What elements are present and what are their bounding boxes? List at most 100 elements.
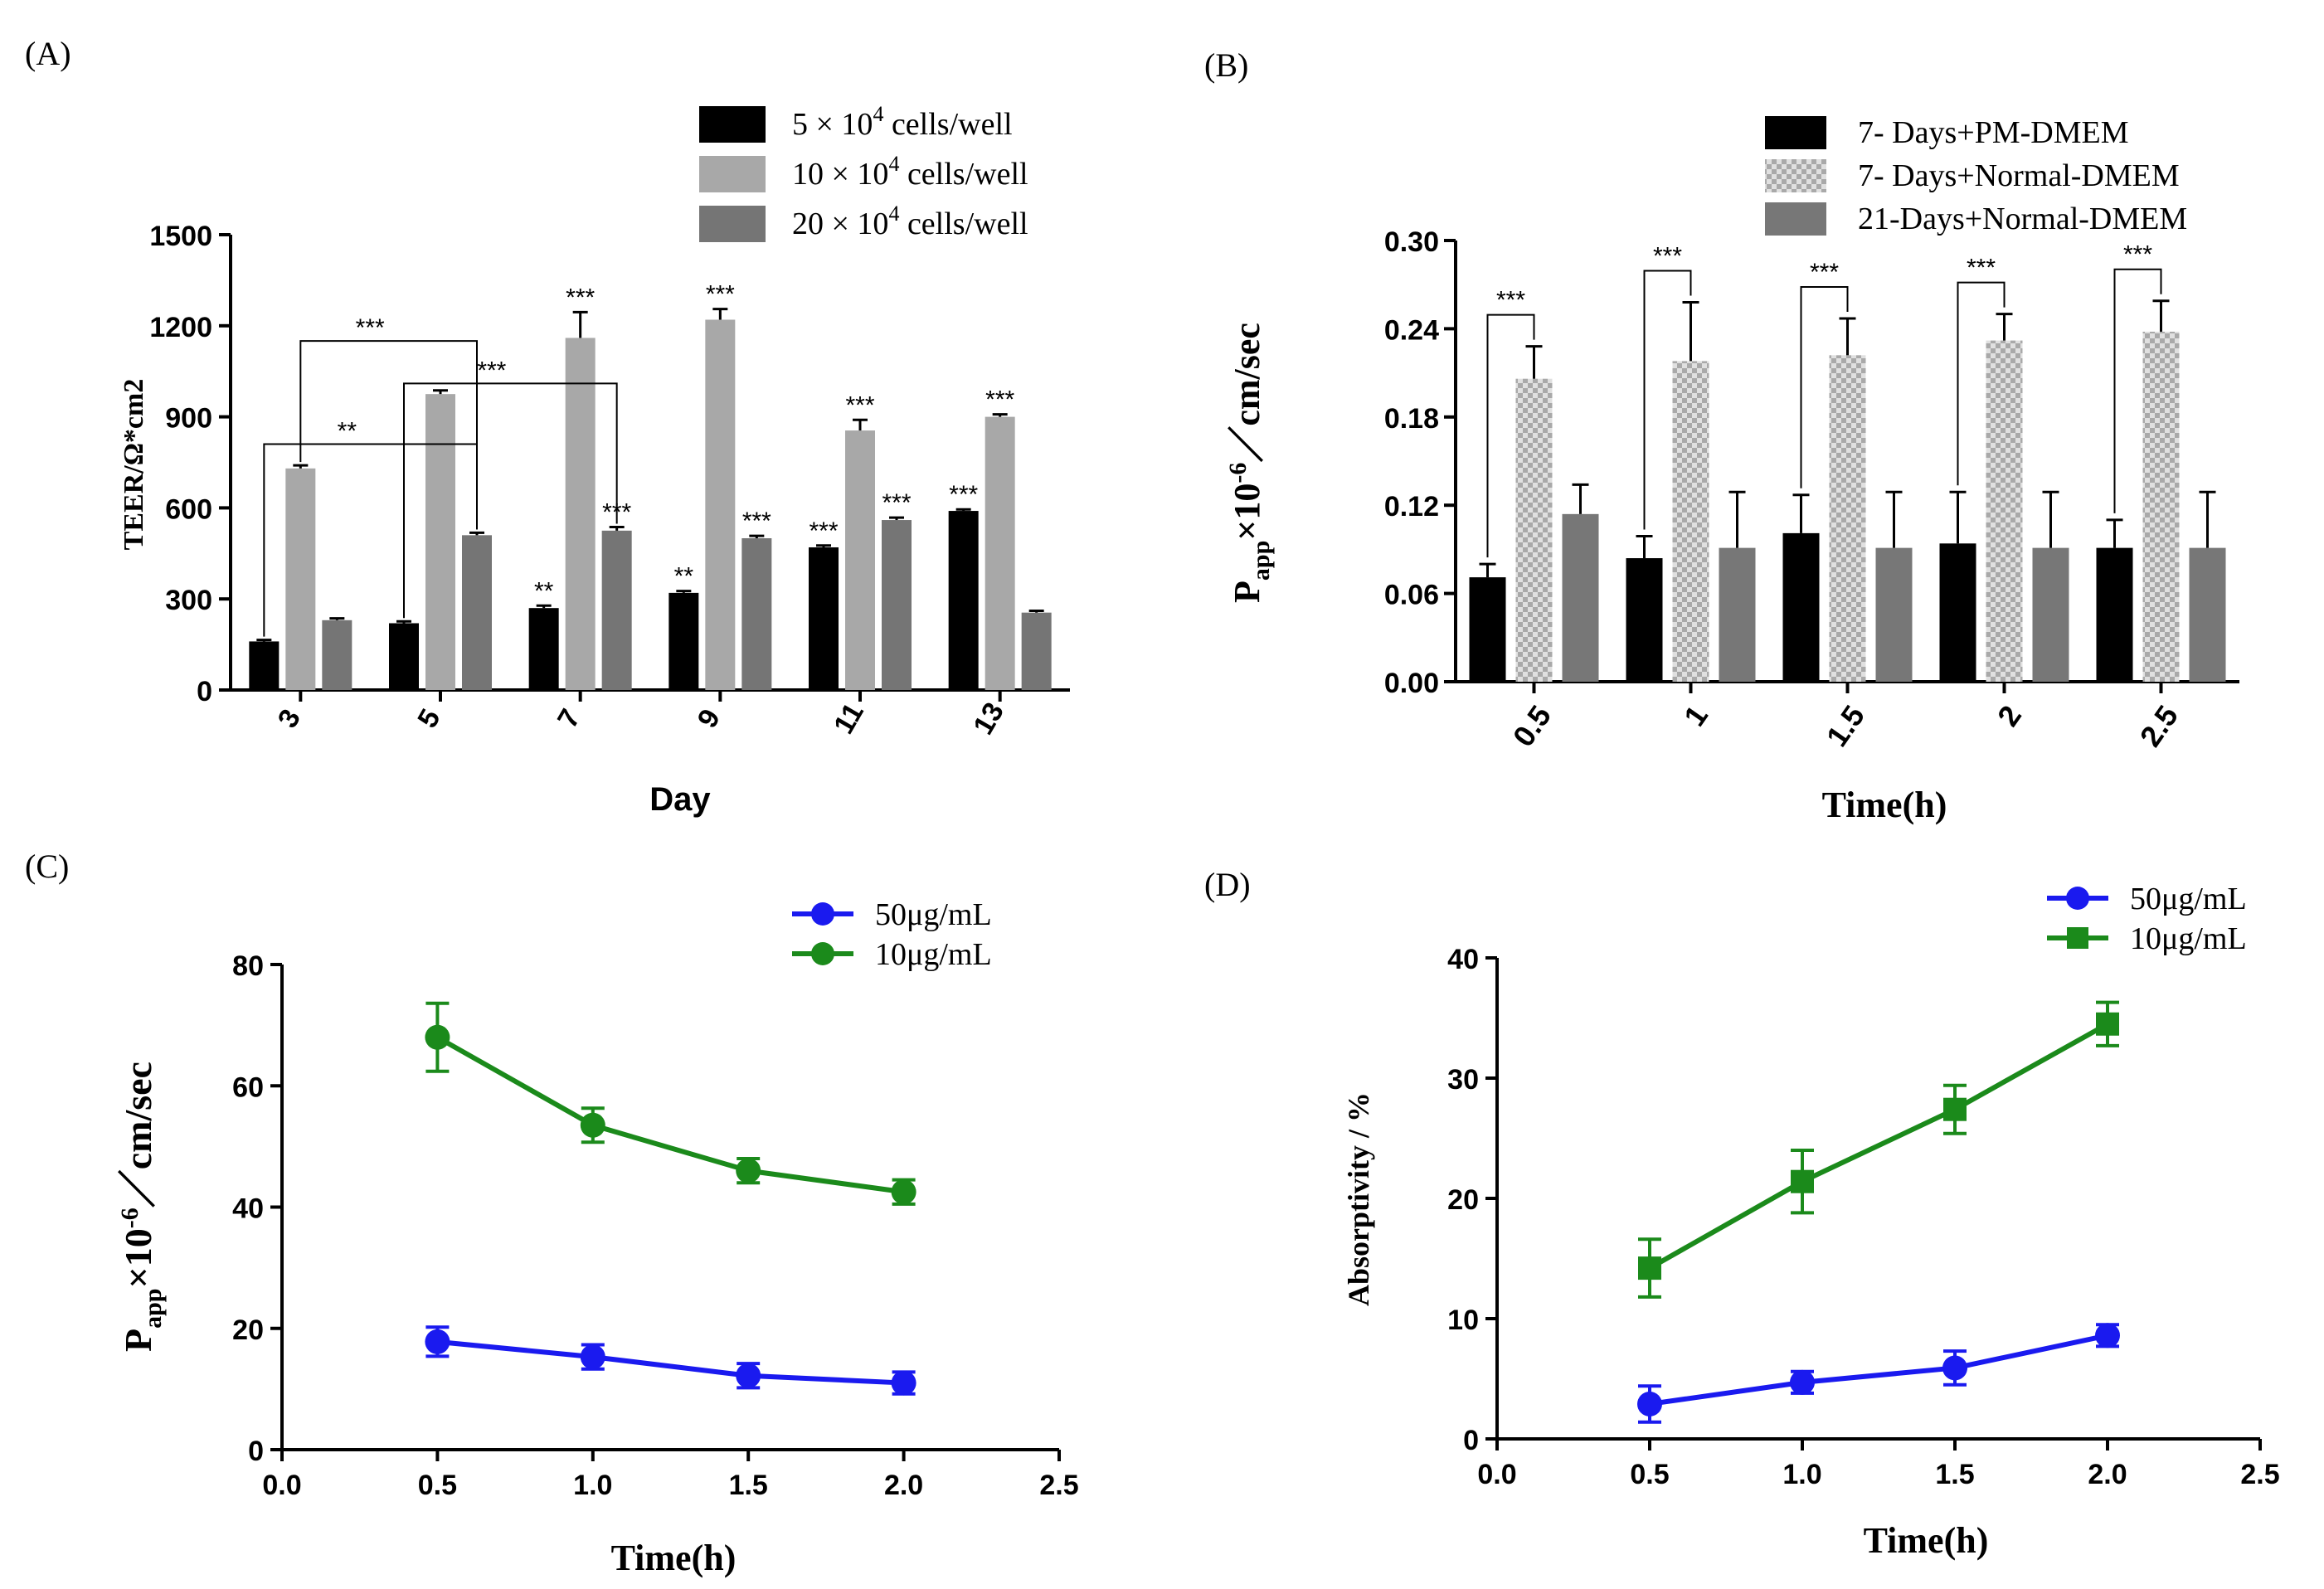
panel-d-x-tick-label: 0.5 (1630, 1459, 1669, 1490)
panel-a-y-axis-label: TEER/Ω*cm2 (119, 379, 149, 551)
panel-b-bar (1469, 577, 1506, 682)
panel-d-legend: 50μg/mL 10μg/mL (2047, 882, 2247, 956)
panel-d-data-point (1638, 1256, 1661, 1280)
panel-b-y-tick-label: 0.00 (1384, 668, 1439, 699)
panel-b-significance-bracket (1643, 270, 1692, 530)
panel-b-significance-bracket (2113, 268, 2162, 513)
panel-b-y-tick-label: 0.18 (1384, 403, 1439, 435)
panel-b-significance-label: *** (1967, 255, 1996, 282)
panel-c-x-tick-label: 2.0 (884, 1470, 923, 1501)
panel-b-significance-label: *** (1496, 287, 1525, 314)
panel-c-x-tick-label: 1.0 (573, 1470, 612, 1501)
panel-b-y-tick-label: 0.12 (1384, 491, 1439, 522)
panel-d-label: (D) (1204, 866, 1251, 903)
panel-b-ylabel-main: P (1227, 581, 1267, 603)
panel-a-bar (845, 430, 875, 690)
panel-c-ylabel-mid: ×10 (117, 1228, 159, 1288)
panel-c-legend-label: 50μg/mL (875, 897, 992, 932)
panel-a-significance-bracket (403, 382, 618, 619)
panel-b-x-axis-label: Time(h) (1822, 785, 1947, 825)
panel-b-bar (2096, 547, 2133, 682)
panel-a-significance-label: *** (882, 489, 911, 517)
panel-d-plot: 0 10 20 30 40 0.0 0.5 1.0 1.5 2.0 2.5 (1447, 944, 2279, 1490)
panel-a-significance-label: *** (566, 284, 595, 311)
panel-b-x-tick-label: 1 (1677, 699, 1714, 732)
panel-d-series-line (1649, 1333, 2108, 1407)
panel-b-significance-label: *** (1653, 242, 1682, 270)
panel-a-x-tick-label: 9 (692, 704, 727, 733)
panel-a-x-tick-label: 3 (272, 704, 307, 733)
panel-a-significance-label: ** (534, 577, 554, 605)
panel-b-x-tick-label: 1.5 (1820, 699, 1871, 753)
panel-c-data-point (580, 1112, 605, 1138)
panel-a-legend-swatch (699, 206, 766, 242)
panel-d: (D) 50μg/mL 10μg/mL 0 10 20 30 40 0.0 0.5 1.0 1.5… (1204, 866, 2280, 1561)
panel-d-data-point (1791, 1169, 1814, 1193)
panel-d-data-point (1637, 1391, 1662, 1416)
panel-a-y-tick-label: 300 (165, 585, 212, 616)
panel-b-bar (2189, 547, 2226, 682)
panel-d-y-axis-label: Absorptivity / % (1342, 1092, 1375, 1306)
panel-a-y-tick-label: 1200 (149, 312, 212, 343)
panel-d-legend-label: 10μg/mL (2130, 921, 2247, 956)
panel-d-data-point (1790, 1369, 1815, 1395)
panel-c-data-point (425, 1329, 450, 1354)
panel-a-bar (601, 530, 632, 690)
panel-c-x-axis-label: Time(h) (611, 1538, 737, 1578)
panel-a-significance-label: *** (949, 481, 978, 508)
panel-b-bar (1672, 361, 1709, 682)
panel-b-bar (1562, 513, 1599, 682)
panel-b-legend-label: 7- Days+Normal-DMEM (1858, 158, 2180, 193)
panel-d-legend-marker (2066, 887, 2089, 910)
panel-d-x-tick-label: 1.5 (1935, 1459, 1974, 1490)
panel-c-legend: 50μg/mL 10μg/mL (792, 897, 992, 972)
panel-a-x-axis-label: Day (649, 781, 711, 818)
panel-c-data-point (425, 1024, 450, 1050)
panel-c-y-axis-label: Papp×10-6／cm/sec (116, 1062, 167, 1352)
panel-a-significance-label: *** (845, 391, 874, 419)
panel-a-significance-label: *** (706, 281, 735, 309)
panel-c-data-point (736, 1158, 761, 1183)
panel-c-y-tick-label: 20 (232, 1314, 264, 1346)
panel-a-y-tick-label: 600 (165, 493, 212, 525)
panel-b-ylabel-tail: ／cm/sec (1227, 323, 1267, 463)
panel-a-bar (462, 535, 492, 690)
panel-a-y-tick-label: 0 (197, 676, 212, 707)
panel-c-series-line (437, 1339, 904, 1386)
panel-a-legend-suffix: cells/well (899, 207, 1028, 241)
panel-b-plot: 0.00 0.06 0.12 0.18 0.24 0.30 0.5 1 1.5 2 2.5 *** **… (1384, 226, 2239, 753)
panel-c-legend-marker (811, 902, 834, 926)
panel-b-y-tick-label: 0.24 (1384, 314, 1439, 346)
panel-b-significance-bracket (1957, 281, 2006, 486)
panel-b-significance-bracket (1486, 313, 1535, 558)
panel-d-data-point (2095, 1323, 2120, 1348)
panel-b-legend: 7- Days+PM-DMEM 7- Days+Normal-DMEM 21-Day… (1765, 115, 2187, 236)
panel-b-ylabel-mid: ×10 (1227, 484, 1267, 541)
panel-d-y-tick-label: 10 (1447, 1305, 1479, 1336)
panel-a-bar (389, 623, 419, 690)
panel-c-series-line (435, 1035, 905, 1195)
panel-d-x-axis-label: Time(h) (1864, 1520, 1989, 1561)
panel-a-bar (285, 468, 316, 690)
panel-b-bar (1986, 340, 2023, 682)
panel-a-bar (809, 547, 839, 690)
panel-c-plot: 0 20 40 60 80 0.0 0.5 1.0 1.5 2.0 2.5 (232, 950, 1078, 1501)
panel-a-legend-text: 5 × 10 (792, 107, 873, 142)
panel-b-bar (1875, 547, 1913, 682)
panel-a-bar (948, 511, 979, 690)
panel-d-data-point (2096, 1012, 2119, 1036)
panel-c-data-point (891, 1370, 916, 1396)
panel-d-data-point (1942, 1355, 1967, 1381)
panel-a-legend-swatch (699, 106, 766, 143)
panel-a-significance-label: *** (742, 508, 771, 535)
panel-c-x-tick-label: 1.5 (729, 1470, 768, 1501)
panel-c-y-tick-label: 80 (232, 950, 264, 982)
panel-a-y-tick-label: 1500 (149, 221, 212, 252)
panel-d-y-tick-label: 30 (1447, 1064, 1479, 1096)
panel-c-data-point (736, 1363, 761, 1388)
panel-a-bracket-label: *** (356, 314, 385, 342)
panel-a-bar (1021, 612, 1052, 690)
panel-d-data-point (1943, 1097, 1967, 1121)
panel-a-legend-sup: 4 (888, 202, 899, 226)
